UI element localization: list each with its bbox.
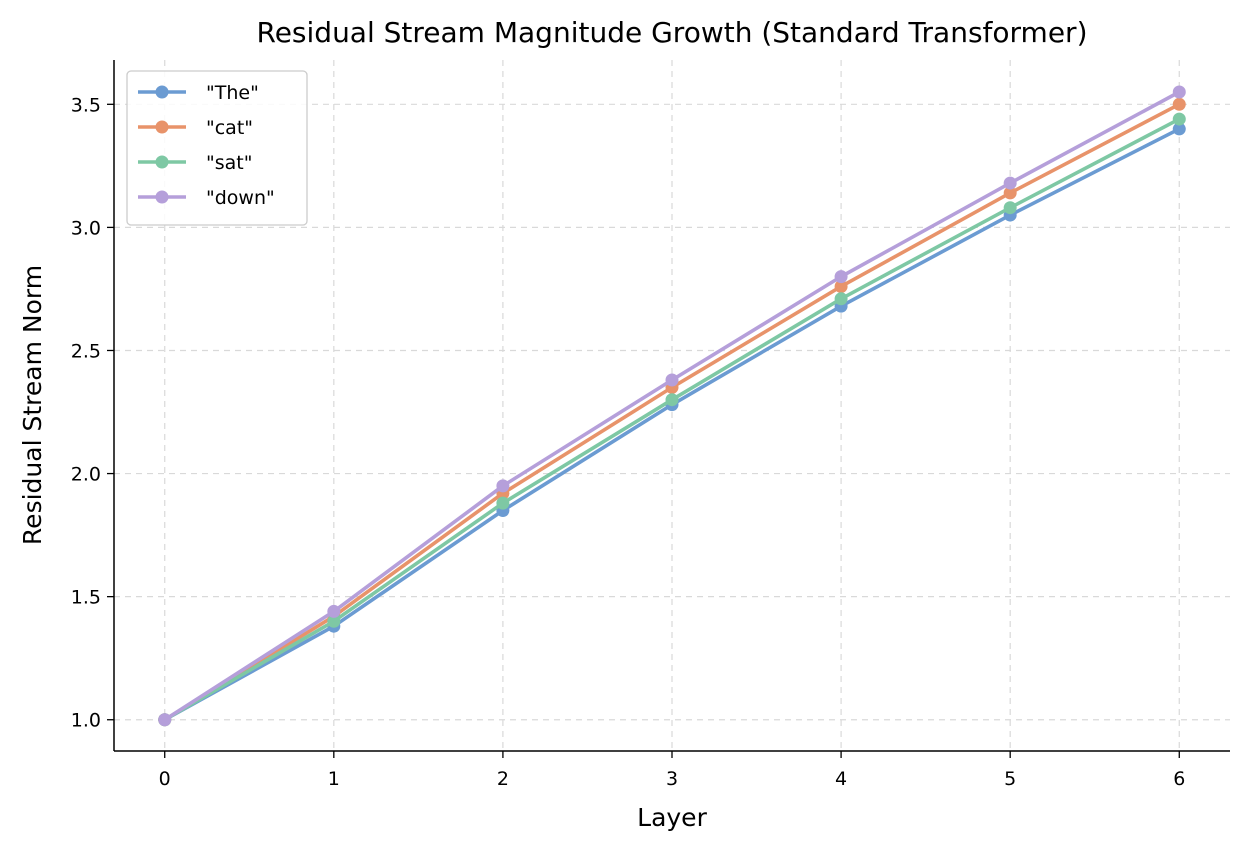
legend: "The" "cat" "sat" "down" (126, 70, 308, 226)
series-2 (158, 112, 1186, 727)
x-tick-label: 6 (1173, 768, 1185, 790)
series-3 (158, 85, 1186, 727)
data-point (1172, 122, 1186, 136)
x-tick-label: 1 (328, 768, 340, 790)
data-point (1172, 97, 1186, 111)
data-point (496, 479, 510, 493)
x-axis-label: Layer (637, 803, 707, 832)
ticks: 0 1 2 3 4 5 6 1.0 1.5 2.0 2.5 3.0 3.5 (71, 94, 1186, 790)
y-tick-label: 1.0 (71, 710, 101, 732)
data-point (158, 713, 172, 727)
y-tick-label: 3.0 (71, 217, 101, 239)
y-tick-label: 3.5 (71, 94, 101, 116)
series-layer (158, 85, 1186, 727)
legend-swatch-marker (155, 120, 169, 134)
data-point (1003, 201, 1017, 215)
legend-swatch-marker (155, 85, 169, 99)
data-point (834, 279, 848, 293)
data-point (834, 270, 848, 284)
data-point (834, 292, 848, 306)
data-point (327, 604, 341, 618)
x-tick-label: 3 (666, 768, 678, 790)
data-point (1172, 85, 1186, 99)
data-point (1172, 112, 1186, 126)
grid (114, 60, 1230, 751)
y-axis-label: Residual Stream Norm (18, 265, 47, 545)
data-point (665, 373, 679, 387)
legend-swatch-marker (155, 155, 169, 169)
y-tick-label: 1.5 (71, 587, 101, 609)
series-line (162, 117, 1182, 722)
legend-label: "down" (206, 187, 275, 209)
data-point (1003, 186, 1017, 200)
legend-label: "The" (206, 82, 259, 104)
y-tick-label: 2.5 (71, 340, 101, 362)
x-tick-label: 4 (835, 768, 847, 790)
y-tick-label: 2.0 (71, 464, 101, 486)
legend-frame (126, 70, 308, 226)
data-point (1003, 176, 1017, 190)
data-point (327, 614, 341, 628)
x-tick-label: 2 (497, 768, 509, 790)
chart-title: Residual Stream Magnitude Growth (Standa… (257, 16, 1088, 49)
legend-swatch-marker (155, 190, 169, 204)
legend-label: "cat" (206, 117, 253, 139)
legend-label: "sat" (206, 152, 252, 174)
x-tick-label: 5 (1004, 768, 1016, 790)
x-tick-label: 0 (159, 768, 171, 790)
data-point (665, 393, 679, 407)
data-point (496, 496, 510, 510)
